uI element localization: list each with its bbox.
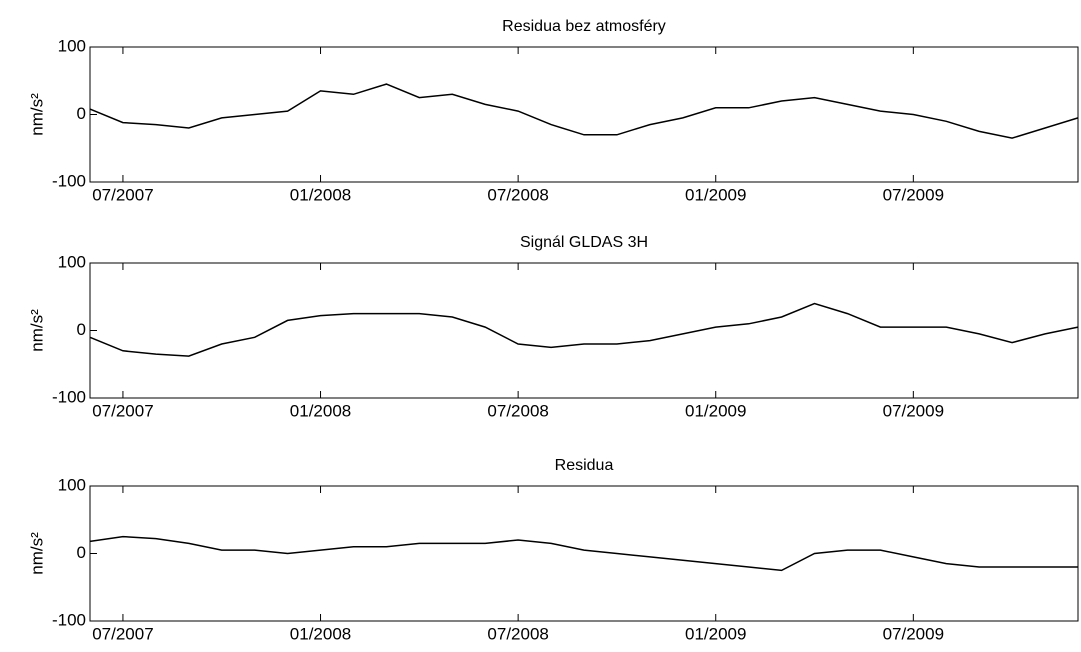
x-tick-label: 07/2009 [883,624,944,643]
x-tick-label: 07/2007 [92,401,153,420]
plot-frame [89,46,1079,183]
x-tick-label: 01/2008 [290,401,351,420]
data-line [89,535,1078,572]
x-tick-label: 07/2008 [487,624,548,643]
chart-title: Residua [555,457,614,474]
x-tick-label: 07/2007 [92,624,153,643]
y-axis-label: nm/s² [27,532,46,575]
x-tick-label: 07/2008 [487,185,548,204]
chart-title: Signál GLDAS 3H [520,234,648,251]
x-tick-label: 07/2008 [487,401,548,420]
x-tick-label: 07/2009 [883,185,944,204]
y-tick-label: 100 [58,36,86,55]
y-tick-label: -100 [52,171,86,190]
data-line [89,302,1079,357]
x-tick-label: 01/2008 [290,624,351,643]
plot-frame [89,262,1079,399]
x-tick-label: 01/2008 [290,185,351,204]
x-tick-label: 01/2009 [685,624,746,643]
x-tick-label: 07/2009 [883,401,944,420]
x-tick-label: 01/2009 [685,185,746,204]
y-tick-label: -100 [52,610,86,629]
plot-frame [89,485,1079,622]
y-tick-label: -100 [52,387,86,406]
x-tick-label: 01/2009 [685,401,746,420]
y-tick-label: 100 [58,252,86,271]
y-tick-label: 0 [77,320,86,339]
y-axis-label: nm/s² [27,309,46,352]
chart-title: Residua bez atmosféry [502,18,666,35]
y-tick-label: 0 [77,543,86,562]
data-line [89,83,1079,139]
y-tick-label: 0 [77,104,86,123]
x-tick-label: 07/2007 [92,185,153,204]
y-axis-label: nm/s² [27,93,46,136]
y-tick-label: 100 [58,475,86,494]
